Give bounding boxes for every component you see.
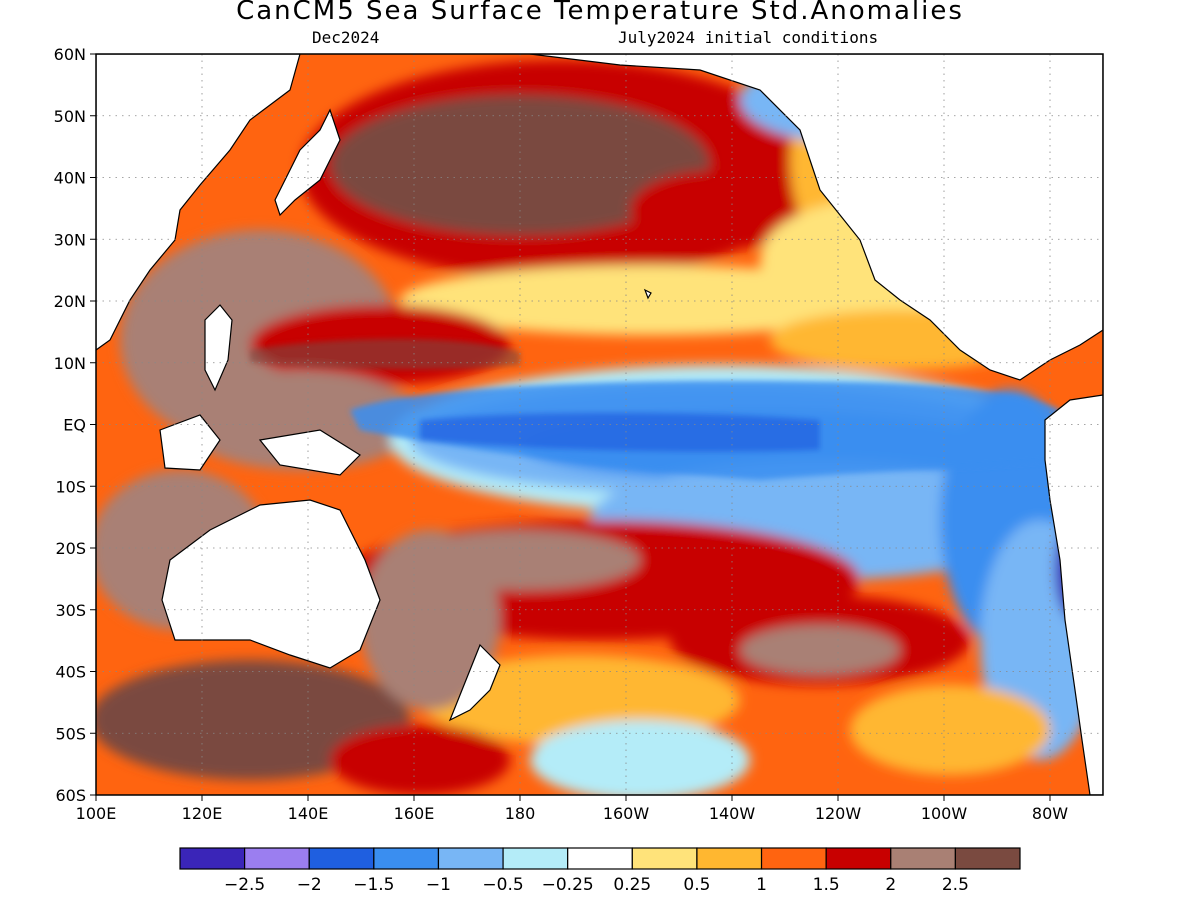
colorbar-swatch [437, 847, 504, 870]
colorbar-swatch [760, 847, 827, 870]
lat-tick-label: 40N [54, 169, 86, 188]
lat-tick-label: 40S [55, 663, 86, 682]
colorbar-tick-label: −0.25 [542, 875, 594, 895]
colorbar-swatch [179, 847, 246, 870]
land-masses [96, 54, 1103, 795]
colorbar-swatch [502, 847, 569, 870]
colorbar-tick-label: 0.5 [683, 875, 710, 895]
colorbar-swatch [567, 847, 633, 870]
forecast-month: Dec2024 [312, 28, 380, 47]
lon-tick-label: 80W [1032, 804, 1068, 823]
colorbar-tick-label: 0.25 [613, 875, 651, 895]
borneo-land [159, 414, 221, 471]
lon-tick-label: 160E [394, 804, 435, 823]
colorbar-swatch [373, 847, 440, 870]
colorbar-tick-label: 1 [756, 875, 767, 895]
graticule [96, 54, 1103, 795]
lat-tick-label: 20N [54, 292, 86, 311]
lat-tick-label: 10S [55, 477, 86, 496]
asia-land [96, 54, 301, 351]
lon-tick-label: 160W [603, 804, 650, 823]
lon-tick-label: 120W [815, 804, 862, 823]
colorbar [179, 847, 1021, 870]
colorbar-tick-label: −2.5 [224, 875, 265, 895]
colorbar-tick-label: 2.5 [942, 875, 969, 895]
colorbar-tick-label: −0.5 [482, 875, 523, 895]
lat-tick-label: 60S [55, 786, 86, 805]
south-america-land [1044, 394, 1103, 795]
colorbar-swatch [631, 847, 698, 870]
colorbar-labels: −2.5 −2 −1.5 −1 −0.5 −0.25 0.25 0.5 1 1.5 2 2.5 [224, 875, 969, 895]
australia-land [161, 499, 381, 669]
lat-tick-label: 30S [55, 601, 86, 620]
longitude-axis: 100E 120E 140E 160E 180 160W 140W 120W 100W 80W [76, 795, 1068, 823]
new-zealand-land [448, 643, 501, 722]
colorbar-swatch [696, 847, 763, 870]
lon-tick-label: 140W [709, 804, 756, 823]
new-guinea-land [258, 429, 361, 476]
colorbar-swatch [244, 847, 310, 870]
lat-tick-label: EQ [63, 416, 86, 435]
lon-tick-label: 100W [921, 804, 968, 823]
lon-tick-label: 180 [505, 804, 536, 823]
philippines-land [204, 304, 233, 392]
colorbar-tick-label: 2 [885, 875, 896, 895]
lat-tick-label: 30N [54, 230, 86, 249]
colorbar-swatch [825, 847, 892, 870]
colorbar-tick-label: −2 [297, 875, 322, 895]
lat-tick-label: 20S [55, 539, 86, 558]
colorbar-tick-label: −1.5 [353, 875, 394, 895]
lat-tick-label: 50S [55, 724, 86, 743]
lon-tick-label: 140E [288, 804, 329, 823]
colorbar-tick-label: −1 [426, 875, 451, 895]
colorbar-tick-label: 1.5 [813, 875, 840, 895]
latitude-axis: 60N 50N 40N 30N 20N 10N EQ 10S 20S 30S 40S 50S 60S [54, 45, 96, 805]
north-america-land [529, 54, 1103, 381]
lon-tick-label: 120E [182, 804, 223, 823]
japan-land [274, 108, 341, 217]
lon-tick-label: 100E [76, 804, 117, 823]
initial-conditions: July2024 initial conditions [618, 28, 879, 47]
colorbar-swatch [308, 847, 375, 870]
colorbar-swatch [890, 847, 956, 870]
colorbar-swatch [954, 847, 1021, 870]
hawaii-land [643, 288, 652, 300]
lat-tick-label: 10N [54, 354, 86, 373]
lat-tick-label: 60N [54, 45, 86, 64]
lat-tick-label: 50N [54, 107, 86, 126]
chart-title: CanCM5 Sea Surface Temperature Std.Anoma… [236, 0, 964, 26]
